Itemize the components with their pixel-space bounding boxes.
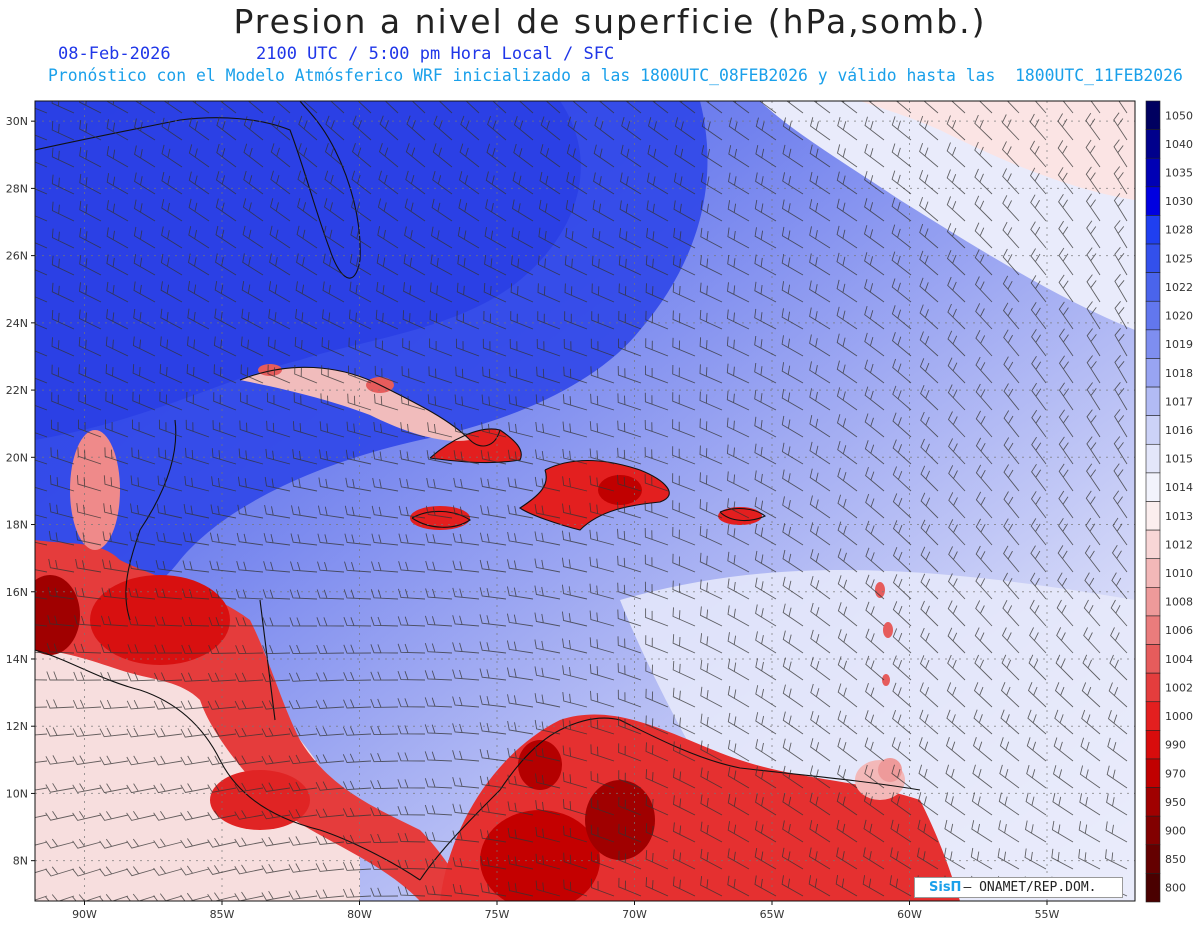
logo-brand: SisΠ	[929, 880, 962, 895]
lon-label-60W: 60W	[897, 908, 922, 921]
colorbar-swatch-1035	[1145, 157, 1161, 188]
colorbar-swatch-1017	[1145, 386, 1161, 416]
lat-label-30N: 30N	[6, 115, 28, 128]
colorbar-swatch-1016	[1145, 415, 1161, 445]
colorbar-swatch-990	[1145, 730, 1161, 760]
colorbar-label-1025: 1025	[1165, 252, 1193, 265]
colorbar-swatch-1006	[1145, 615, 1161, 645]
sisp-onamet-logo: SisΠ – ONAMET/REP.DOM.	[914, 877, 1123, 898]
valid-date: 08-Feb-2026	[58, 44, 171, 64]
lat-label-10N: 10N	[6, 787, 28, 800]
colorbar-swatch-1014	[1145, 472, 1161, 502]
lat-label-26N: 26N	[6, 250, 28, 263]
lat-label-8N: 8N	[13, 855, 28, 868]
colorbar-label-950: 950	[1165, 796, 1186, 809]
lat-label-22N: 22N	[6, 384, 28, 397]
lat-label-28N: 28N	[6, 182, 28, 195]
pressure-field	[35, 101, 1135, 901]
colorbar: 1050 1040 1035 1030 1028 1025 1022 1020 1019 1018…	[1145, 100, 1193, 903]
colorbar-label-1010: 1010	[1165, 567, 1193, 580]
colorbar-swatch-1050	[1145, 100, 1161, 130]
colorbar-swatch-970	[1145, 758, 1161, 788]
colorbar-label-1014: 1014	[1165, 481, 1193, 494]
lon-label-65W: 65W	[760, 908, 785, 921]
colorbar-label-1020: 1020	[1165, 310, 1193, 323]
colorbar-swatch-1008	[1145, 587, 1161, 617]
colorbar-label-850: 850	[1165, 853, 1186, 866]
colorbar-swatch-1002	[1145, 672, 1161, 703]
colorbar-label-1016: 1016	[1165, 424, 1193, 437]
colorbar-label-1008: 1008	[1165, 596, 1193, 609]
colorbar-label-990: 990	[1165, 739, 1186, 752]
longitude-labels: 90W 85W 80W 75W 70W 65W 60W 55W	[72, 901, 1060, 921]
colorbar-swatch-1004	[1145, 644, 1161, 674]
lon-label-55W: 55W	[1035, 908, 1060, 921]
colorbar-label-1035: 1035	[1165, 167, 1193, 180]
lat-label-14N: 14N	[6, 653, 28, 666]
lat-label-12N: 12N	[6, 720, 28, 733]
lat-label-16N: 16N	[6, 586, 28, 599]
colorbar-label-1006: 1006	[1165, 624, 1193, 637]
colorbar-label-970: 970	[1165, 767, 1186, 780]
lat-label-20N: 20N	[6, 451, 28, 464]
colorbar-swatch-1028	[1145, 215, 1161, 245]
colorbar-swatch-1000	[1145, 701, 1161, 731]
valid-time: 2100 UTC / 5:00 pm Hora Local / SFC	[256, 44, 615, 64]
forecast-info: Pronóstico con el Modelo Atmósferico WRF…	[48, 66, 1183, 85]
colorbar-swatch-1018	[1145, 358, 1161, 388]
colorbar-swatch-1010	[1145, 558, 1161, 588]
lon-label-85W: 85W	[210, 908, 235, 921]
colorbar-label-1002: 1002	[1165, 681, 1193, 694]
logo-org: – ONAMET/REP.DOM.	[963, 880, 1097, 895]
colorbar-label-1012: 1012	[1165, 538, 1193, 551]
colorbar-label-1004: 1004	[1165, 653, 1193, 666]
colorbar-swatch-850	[1145, 844, 1161, 874]
lat-label-18N: 18N	[6, 519, 28, 532]
lon-label-70W: 70W	[622, 908, 647, 921]
colorbar-swatch-900	[1145, 815, 1161, 846]
colorbar-label-1000: 1000	[1165, 710, 1193, 723]
colorbar-label-1030: 1030	[1165, 195, 1193, 208]
lon-label-90W: 90W	[72, 908, 97, 921]
colorbar-label-1050: 1050	[1165, 109, 1193, 122]
wind-barbs	[35, 101, 1128, 901]
map-frame	[34, 100, 1136, 902]
grid-lines	[35, 101, 1135, 901]
colorbar-swatch-1020	[1145, 300, 1161, 331]
colorbar-label-1040: 1040	[1165, 138, 1193, 151]
colorbar-label-1013: 1013	[1165, 510, 1193, 523]
colorbar-swatch-1012	[1145, 529, 1161, 560]
colorbar-swatch-1019	[1145, 329, 1161, 359]
colorbar-swatch-800	[1145, 873, 1161, 903]
colorbar-label-1015: 1015	[1165, 453, 1193, 466]
colorbar-swatch-1022	[1145, 272, 1161, 302]
lon-label-80W: 80W	[347, 908, 372, 921]
colorbar-label-1028: 1028	[1165, 224, 1193, 237]
map-title: Presion a nivel de superficie (hPa,somb.…	[233, 2, 987, 41]
colorbar-label-800: 800	[1165, 882, 1186, 895]
colorbar-swatch-1013	[1145, 501, 1161, 531]
colorbar-swatch-1040	[1145, 129, 1161, 159]
colorbar-swatch-1030	[1145, 186, 1161, 216]
lon-label-75W: 75W	[485, 908, 510, 921]
colorbar-label-1018: 1018	[1165, 367, 1193, 380]
colorbar-swatch-1015	[1145, 443, 1161, 474]
colorbar-label-1017: 1017	[1165, 395, 1193, 408]
colorbar-label-900: 900	[1165, 824, 1186, 837]
colorbar-swatch-950	[1145, 787, 1161, 817]
latitude-labels: 30N 28N 26N 24N 22N 20N 18N 16N 14N 12N 10N 8N	[6, 115, 35, 868]
colorbar-swatch-1025	[1145, 243, 1161, 273]
lat-label-24N: 24N	[6, 317, 28, 330]
colorbar-label-1022: 1022	[1165, 281, 1193, 294]
colorbar-label-1019: 1019	[1165, 338, 1193, 351]
